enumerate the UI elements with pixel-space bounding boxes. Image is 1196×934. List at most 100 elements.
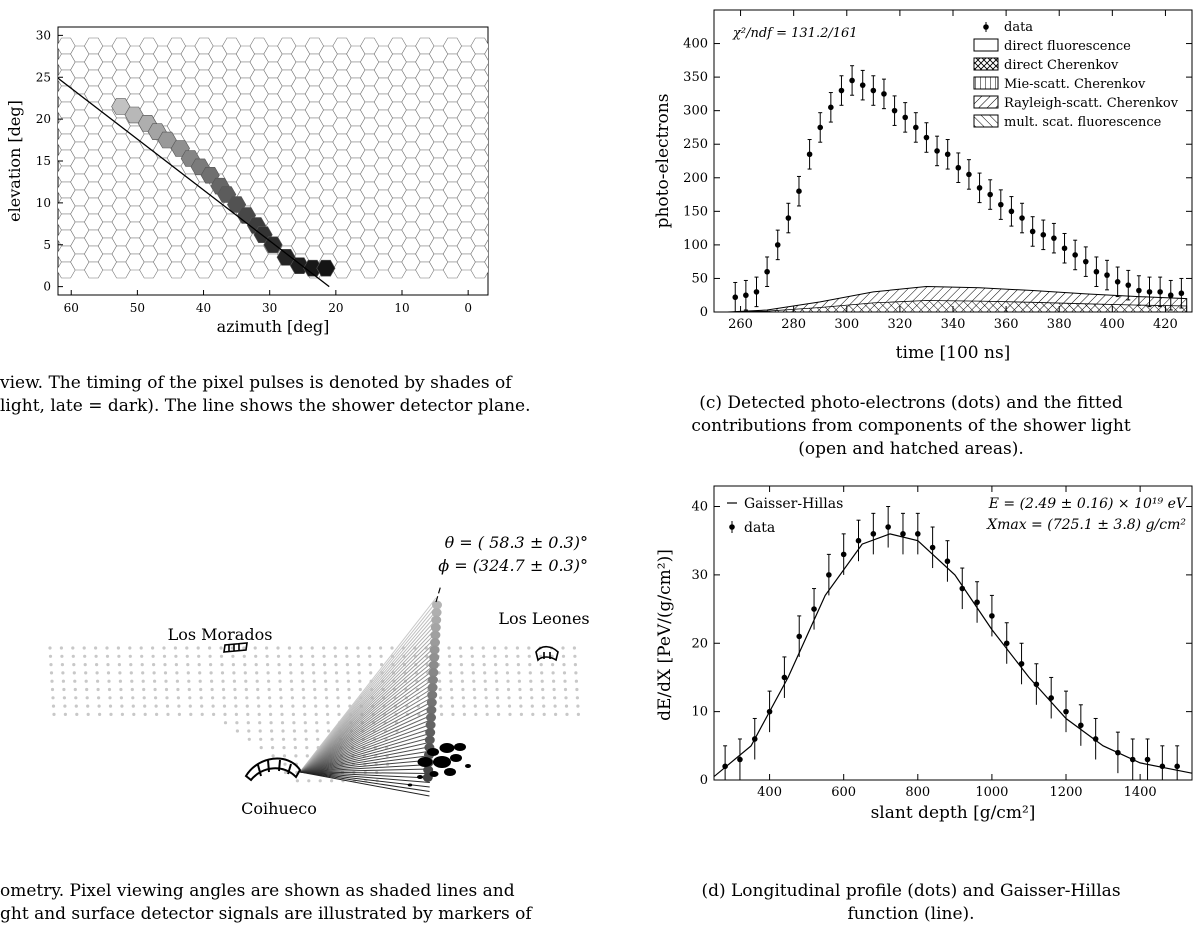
surface-station bbox=[565, 712, 569, 717]
data-point bbox=[944, 558, 951, 565]
surface-station bbox=[291, 712, 295, 717]
y-tick-label: 100 bbox=[683, 238, 708, 253]
surface-station bbox=[132, 712, 136, 717]
surface-station bbox=[439, 704, 443, 708]
surface-station bbox=[530, 696, 534, 700]
surface-station bbox=[517, 679, 522, 683]
legend-label: Mie-scatt. Cherenkov bbox=[1004, 77, 1146, 92]
pixel-hexagon bbox=[484, 47, 488, 61]
surface-station bbox=[242, 646, 246, 650]
panel-d-longitudinal-profile: 400 600 800 1000 1200 1400 0 10 20 30 40 slant dep… bbox=[655, 485, 1193, 823]
data-point bbox=[1146, 289, 1153, 295]
surface-station bbox=[86, 712, 90, 717]
surface-station bbox=[336, 704, 341, 708]
surface-station bbox=[497, 712, 501, 717]
surface-station bbox=[52, 712, 56, 717]
data-point bbox=[1144, 756, 1151, 763]
surface-station bbox=[528, 671, 532, 675]
surface-station bbox=[301, 687, 305, 692]
surface-station bbox=[176, 687, 180, 692]
surface-station bbox=[529, 679, 533, 683]
surface-station bbox=[71, 646, 75, 650]
data-point bbox=[796, 188, 802, 194]
surface-station bbox=[62, 696, 66, 700]
surface-station bbox=[165, 704, 170, 708]
surface-station bbox=[173, 646, 177, 650]
surface-station bbox=[211, 704, 215, 708]
surface-station bbox=[234, 712, 238, 717]
shower-track-segment bbox=[430, 623, 441, 632]
surface-station bbox=[63, 712, 67, 717]
surface-station bbox=[119, 687, 123, 692]
los-morados-eye-icon bbox=[223, 642, 248, 653]
surface-station bbox=[294, 754, 298, 758]
surface-station bbox=[315, 729, 319, 733]
surface-station bbox=[141, 671, 145, 675]
data-point bbox=[1033, 681, 1040, 688]
surface-station bbox=[322, 654, 326, 658]
x-tick-label: 380 bbox=[1047, 317, 1072, 332]
surface-station bbox=[254, 654, 258, 658]
viewing-ray bbox=[299, 710, 433, 773]
data-point bbox=[817, 124, 824, 131]
surface-station bbox=[312, 679, 316, 683]
surface-station bbox=[96, 687, 100, 692]
surface-station bbox=[86, 704, 90, 708]
surface-station bbox=[459, 663, 463, 667]
shower-track-segment bbox=[425, 720, 436, 730]
sd-signal-marker bbox=[439, 743, 455, 753]
surface-station bbox=[270, 737, 274, 741]
surface-station bbox=[380, 663, 384, 667]
surface-station bbox=[495, 687, 499, 692]
sd-signal-marker bbox=[433, 756, 451, 768]
surface-station bbox=[233, 696, 237, 700]
surface-station bbox=[518, 687, 522, 692]
surface-station bbox=[438, 687, 442, 692]
viewing-ray bbox=[299, 771, 430, 797]
surface-station bbox=[540, 671, 544, 675]
surface-station bbox=[528, 663, 532, 667]
data-point bbox=[859, 82, 866, 88]
viewing-ray bbox=[299, 660, 435, 773]
viewing-ray bbox=[299, 771, 430, 783]
surface-station bbox=[462, 712, 466, 717]
surface-station bbox=[129, 663, 133, 667]
surface-station bbox=[504, 654, 509, 658]
surface-station bbox=[131, 696, 135, 700]
surface-station bbox=[304, 729, 308, 733]
surface-station bbox=[143, 704, 147, 708]
surface-station bbox=[61, 679, 65, 683]
surface-station bbox=[244, 687, 248, 692]
surface-station bbox=[280, 712, 284, 717]
surface-station bbox=[470, 646, 474, 650]
viewing-ray bbox=[299, 692, 434, 773]
data-point bbox=[944, 151, 951, 158]
surface-station bbox=[440, 712, 444, 717]
x-tick-label: 20 bbox=[328, 301, 343, 315]
caption-c: (c) Detected photo-electrons (dots) and … bbox=[691, 393, 1131, 459]
shower-track-segment bbox=[428, 675, 438, 685]
surface-station bbox=[281, 729, 285, 733]
surface-station bbox=[379, 646, 383, 650]
surface-station bbox=[280, 721, 285, 725]
surface-station bbox=[449, 687, 454, 692]
surface-station bbox=[130, 687, 134, 692]
data-point bbox=[774, 242, 781, 248]
y-tick-label: 30 bbox=[36, 28, 51, 42]
surface-station bbox=[85, 687, 89, 692]
surface-station bbox=[242, 654, 246, 658]
surface-station bbox=[108, 696, 112, 700]
surface-station bbox=[83, 654, 87, 658]
surface-station bbox=[231, 663, 235, 667]
xmax-annotation: Xmax = (725.1 ± 3.8) g/cm² bbox=[986, 517, 1186, 533]
surface-station bbox=[120, 704, 124, 708]
shower-track-segment bbox=[427, 690, 438, 700]
data-point bbox=[732, 294, 739, 301]
surface-station bbox=[301, 679, 305, 683]
surface-station bbox=[459, 654, 463, 658]
data-point bbox=[989, 613, 995, 619]
surface-station bbox=[139, 646, 143, 650]
surface-station bbox=[506, 679, 510, 683]
data-point bbox=[1093, 268, 1100, 275]
surface-station bbox=[177, 712, 181, 717]
